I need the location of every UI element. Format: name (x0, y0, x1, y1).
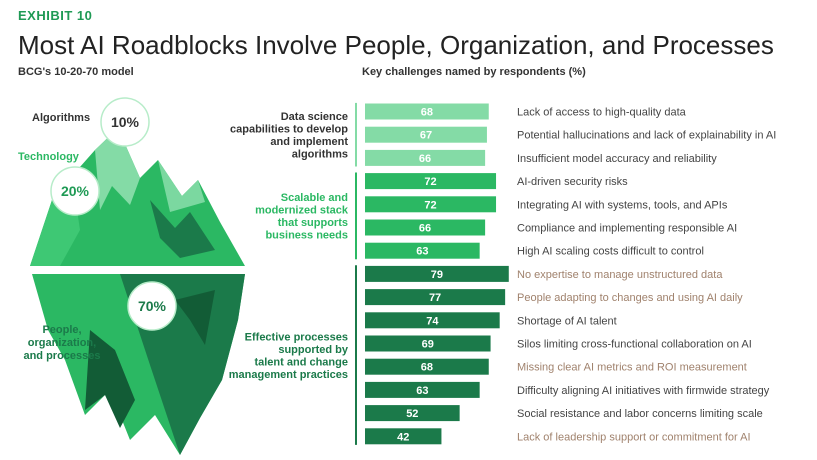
bar-value-label: 52 (406, 408, 418, 420)
bar-category-label: No expertise to manage unstructured data (517, 269, 723, 281)
group-label-line: management practices (229, 369, 348, 381)
bar (365, 265, 509, 282)
bar-value-label: 69 (422, 339, 434, 351)
bar-value-label: 63 (416, 385, 428, 397)
model-subtitle: BCG's 10-20-70 model (18, 66, 134, 78)
group-label-line: business needs (265, 230, 348, 242)
group-label-line: modernized stack (255, 205, 349, 217)
group-label-line: Data science (281, 111, 348, 123)
bar-category-label: Missing clear AI metrics and ROI measure… (517, 362, 747, 374)
bar-value-label: 72 (424, 199, 436, 211)
bar (365, 196, 497, 213)
bar-value-label: 66 (419, 153, 431, 165)
iceberg-illustration: 10% 20% 70% Algorithms Technology People… (18, 97, 245, 455)
bar-value-label: 67 (420, 130, 432, 142)
bar (365, 405, 460, 422)
iceberg-top-light-right (158, 160, 205, 212)
chart-subtitle: Key challenges named by respondents (%) (362, 66, 586, 78)
bar (365, 312, 500, 329)
bar (365, 358, 489, 375)
people-pct: 70% (138, 298, 167, 314)
iceberg-bottom-shade (175, 290, 215, 345)
bar-value-label: 66 (419, 223, 431, 235)
bar-category-label: People adapting to changes and using AI … (517, 292, 743, 304)
bar-category-label: Compliance and implementing responsible … (517, 223, 737, 235)
bar-category-label: Silos limiting cross-functional collabor… (517, 339, 752, 351)
bar-category-label: High AI scaling costs difficult to contr… (517, 246, 704, 258)
bar-category-label: Lack of leadership support or commitment… (517, 431, 751, 443)
iceberg-bottom-darker (85, 330, 135, 428)
bar-value-label: 77 (429, 292, 441, 304)
page-title: Most AI Roadblocks Involve People, Organ… (18, 30, 774, 60)
iceberg-top-dark (150, 200, 215, 258)
people-label-line-1: People, (42, 324, 81, 336)
group-label-line: talent and change (254, 356, 348, 368)
group-label-line: and implement (270, 136, 348, 148)
people-label-line-3: and processes (23, 350, 100, 362)
bar-category-label: AI-driven security risks (517, 176, 628, 188)
technology-pct: 20% (61, 183, 90, 199)
bar-category-label: Difficulty aligning AI initiatives with … (517, 385, 770, 397)
group-label-line: capabilities to develop (230, 123, 348, 135)
bar-value-label: 79 (431, 269, 443, 281)
algorithms-label: Algorithms (32, 112, 90, 124)
group-label-line: algorithms (292, 148, 348, 160)
algorithms-circle (100, 97, 150, 147)
people-label-line-2: organization, (28, 337, 96, 349)
group-label-line: supported by (278, 344, 349, 356)
exhibit-label: EXHIBIT 10 (18, 8, 93, 23)
bar (365, 149, 486, 166)
group-label-line: Scalable and (281, 192, 348, 204)
bar-value-label: 68 (421, 362, 433, 374)
algorithms-pct: 10% (111, 114, 140, 130)
bar (365, 335, 491, 352)
bar (365, 103, 489, 120)
technology-circle (50, 166, 100, 216)
bar-chart: 68 Lack of access to high-quality data 67 P… (229, 102, 776, 445)
bar (365, 381, 480, 398)
bar-category-label: Potential hallucinations and lack of exp… (517, 130, 776, 142)
bar-value-label: 68 (421, 107, 433, 119)
group-label-line: Effective processes (245, 331, 348, 343)
bar-value-label: 63 (416, 246, 428, 258)
bar-value-label: 42 (397, 431, 409, 443)
bar-category-label: Lack of access to high-quality data (517, 107, 687, 119)
bar-category-label: Insufficient model accuracy and reliabil… (517, 153, 717, 165)
bar (365, 173, 497, 190)
group-label-line: that supports (278, 217, 348, 229)
bar (365, 242, 480, 259)
bar-category-label: Integrating AI with systems, tools, and … (517, 199, 728, 211)
bar-category-label: Shortage of AI talent (517, 315, 617, 327)
bar-category-label: Social resistance and labor concerns lim… (517, 408, 763, 420)
bar (365, 219, 486, 236)
iceberg-top-light (95, 128, 140, 210)
bar-value-label: 74 (426, 315, 439, 327)
bar (365, 428, 442, 445)
people-circle (127, 281, 177, 331)
bar (365, 289, 506, 306)
bar-value-label: 72 (424, 176, 436, 188)
bar (365, 126, 487, 143)
technology-label: Technology (18, 151, 80, 163)
